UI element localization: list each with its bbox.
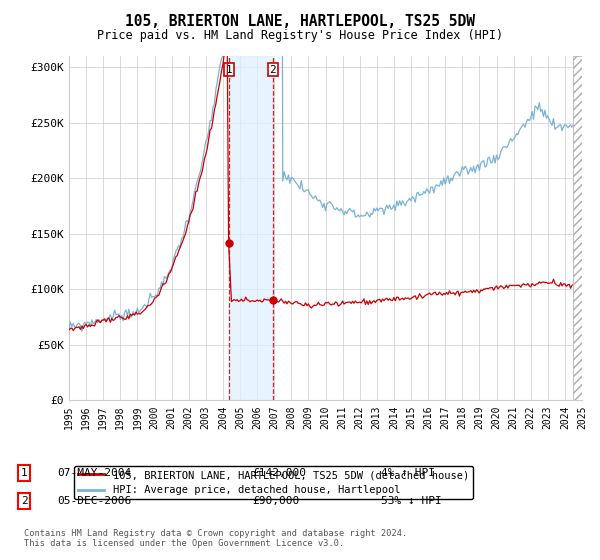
Text: 1: 1 xyxy=(226,64,232,74)
Text: 53% ↓ HPI: 53% ↓ HPI xyxy=(381,496,442,506)
Text: 07-MAY-2004: 07-MAY-2004 xyxy=(57,468,131,478)
Text: £90,000: £90,000 xyxy=(252,496,299,506)
Text: 1: 1 xyxy=(20,468,28,478)
Text: 105, BRIERTON LANE, HARTLEPOOL, TS25 5DW: 105, BRIERTON LANE, HARTLEPOOL, TS25 5DW xyxy=(125,14,475,29)
Bar xyxy=(574,56,582,400)
Text: Price paid vs. HM Land Registry's House Price Index (HPI): Price paid vs. HM Land Registry's House … xyxy=(97,29,503,42)
Text: 4% ↑ HPI: 4% ↑ HPI xyxy=(381,468,435,478)
Text: 2: 2 xyxy=(20,496,28,506)
Text: £142,000: £142,000 xyxy=(252,468,306,478)
Text: 2: 2 xyxy=(269,64,276,74)
Text: Contains HM Land Registry data © Crown copyright and database right 2024.
This d: Contains HM Land Registry data © Crown c… xyxy=(24,529,407,548)
Bar xyxy=(574,56,582,400)
Bar xyxy=(229,56,273,400)
Legend: 105, BRIERTON LANE, HARTLEPOOL, TS25 5DW (detached house), HPI: Average price, d: 105, BRIERTON LANE, HARTLEPOOL, TS25 5DW… xyxy=(74,466,473,500)
Text: 05-DEC-2006: 05-DEC-2006 xyxy=(57,496,131,506)
